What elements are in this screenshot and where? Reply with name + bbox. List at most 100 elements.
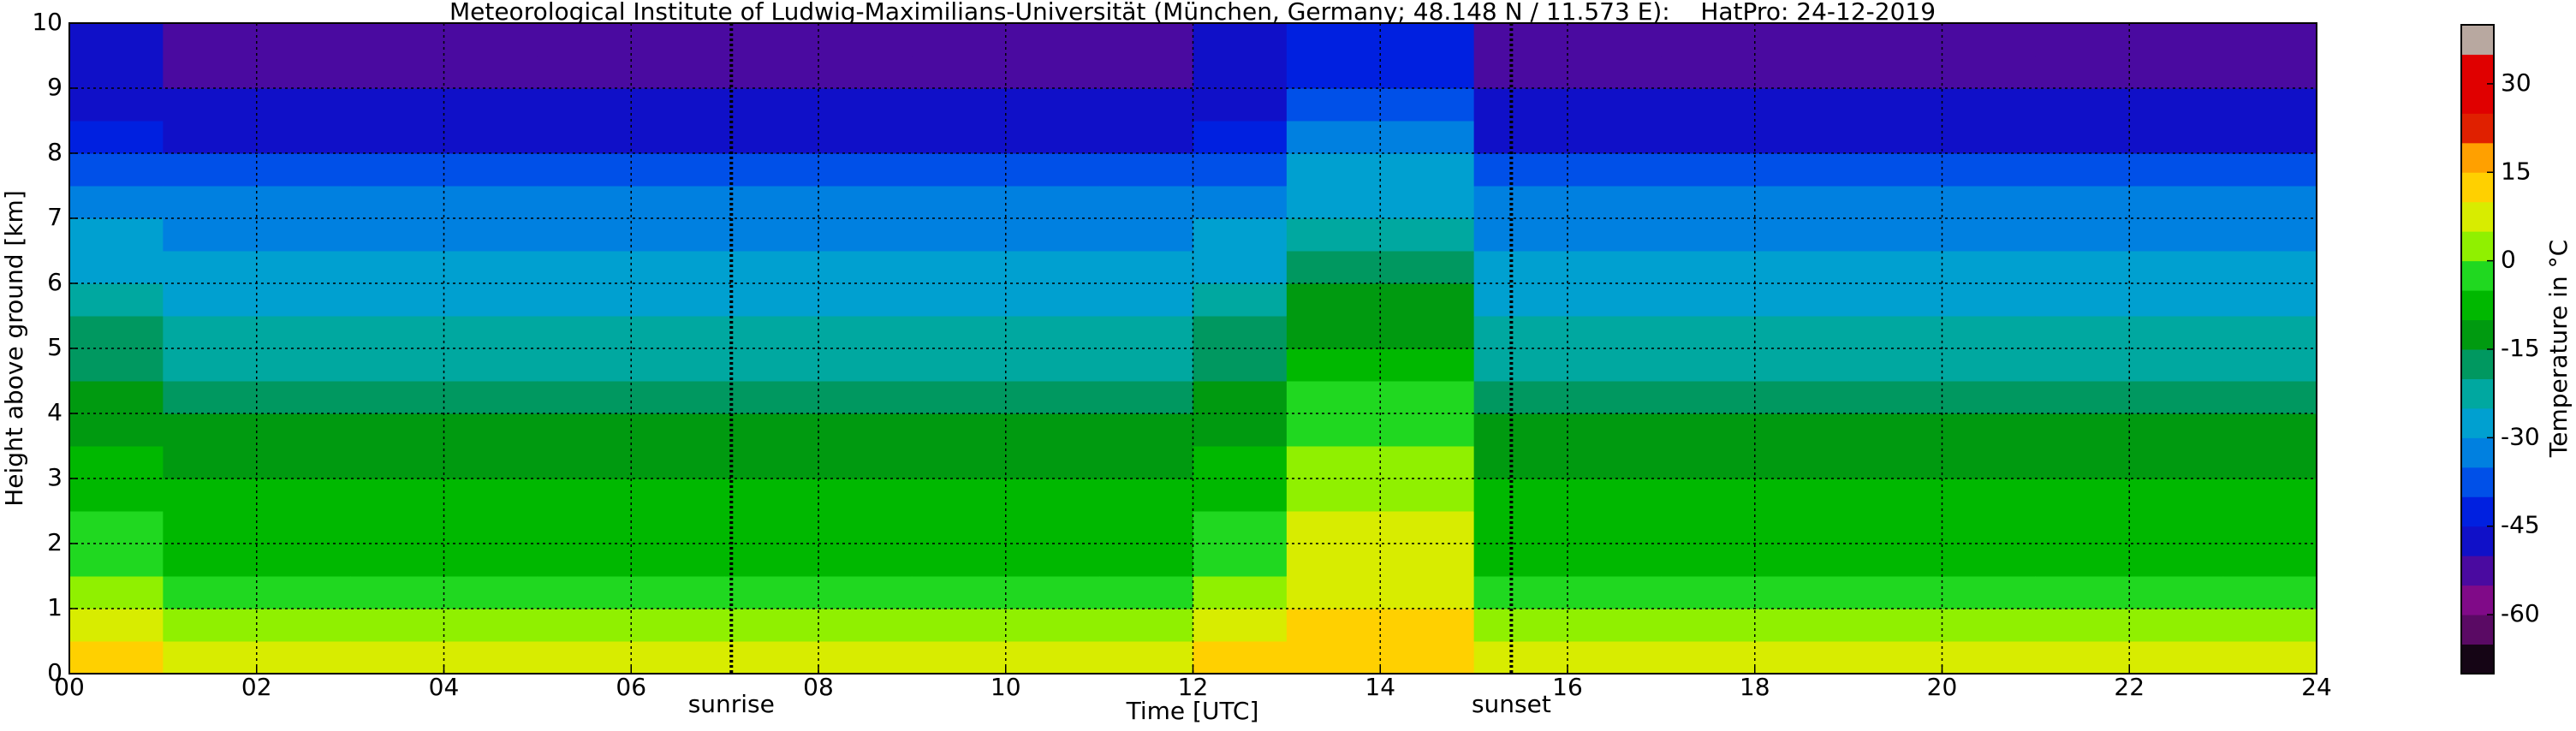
heat-cell [818,413,913,447]
heat-cell [1473,511,1568,544]
heat-cell [1661,56,1756,89]
heat-cell [724,511,819,544]
heat-cell [350,641,444,675]
heat-cell [1942,186,2037,219]
heat-cell [443,381,538,414]
heat-cell [1286,251,1381,284]
heat-cell [256,88,351,122]
heat-cell [1661,478,1756,512]
heat-cell [2035,413,2130,447]
heat-cell [1380,348,1475,382]
x-tick-label: 16 [1552,673,1583,701]
heat-cell [818,446,913,479]
heat-cell [1473,88,1568,122]
heat-cell [350,381,444,414]
heat-cell [912,544,1007,577]
heat-cell [724,348,819,382]
colorbar-frame [2460,24,2495,675]
heat-cell [1005,56,1100,89]
heat-cell [912,609,1007,642]
heat-cell [1568,153,1662,187]
colorbar-segment [2461,172,2494,203]
heat-cell [912,88,1007,122]
heat-cell [1286,413,1381,447]
heat-cell [1005,544,1100,577]
heat-cell [631,576,726,609]
heat-cell [1005,641,1100,675]
heat-cell [724,218,819,252]
heat-cell [631,56,726,89]
heat-cell [350,348,444,382]
heat-cell [631,544,726,577]
heat-cell [1942,511,2037,544]
heat-cell [1193,478,1288,512]
colorbar-segment [2461,467,2494,497]
heat-cell [163,576,258,609]
colorbar-tick-label: -30 [2501,422,2540,450]
heat-cell [2129,283,2224,317]
heat-cell [1942,381,2037,414]
heat-cell [1661,283,1756,317]
heat-cell [1380,609,1475,642]
heat-cell [1380,88,1475,122]
heat-cell [2129,316,2224,349]
heat-cell [818,88,913,122]
heat-cell [2129,88,2224,122]
heat-cell [818,186,913,219]
heat-cell [1661,348,1756,382]
colorbar-segment [2461,54,2494,85]
heat-cell [1942,576,2037,609]
heat-cell [163,544,258,577]
heat-cell [1661,544,1756,577]
heat-cell [912,641,1007,675]
heat-cell [350,544,444,577]
heat-cell [443,576,538,609]
heat-cell [1942,218,2037,252]
heat-cell [631,511,726,544]
heat-cell [69,511,164,544]
heat-cell [537,283,632,317]
heat-cell [818,56,913,89]
heat-cell [912,153,1007,187]
heat-cell [537,348,632,382]
heat-cell [1661,186,1756,219]
heat-cell [1099,121,1193,154]
heat-cell [2035,544,2130,577]
y-tick-label: 2 [47,528,62,556]
heat-cell [2222,511,2317,544]
heat-cell [818,381,913,414]
heat-cell [1754,153,1849,187]
heat-cell [912,446,1007,479]
heat-cell [69,56,164,89]
colorbar-tick-label: -45 [2501,511,2540,539]
heat-cell [1193,381,1288,414]
heat-cell [1754,609,1849,642]
heat-cell [1193,348,1288,382]
heat-cell [1193,186,1288,219]
heat-cell [1754,88,1849,122]
heat-cell [912,413,1007,447]
y-tick-label: 5 [47,333,62,361]
x-tick-label: 22 [2114,673,2145,701]
heat-cell [1099,153,1193,187]
heat-cell [1848,283,1942,317]
heat-cell [1099,576,1193,609]
heat-cell [163,348,258,382]
colorbar-segment [2461,585,2494,615]
heat-cell [443,609,538,642]
heat-cell [1848,88,1942,122]
heat-cell [69,544,164,577]
heat-cell [2222,544,2317,577]
y-axis-label: Height above ground [km] [0,190,28,507]
heat-cell [631,413,726,447]
heat-cell [1473,251,1568,284]
heat-cell [818,641,913,675]
colorbar-segment [2461,83,2494,114]
heat-cell [256,251,351,284]
heat-cell [1661,381,1756,414]
heat-cell [818,576,913,609]
heat-cell [631,251,726,284]
heat-cell [724,316,819,349]
heat-cell [912,576,1007,609]
heat-cell [1286,316,1381,349]
